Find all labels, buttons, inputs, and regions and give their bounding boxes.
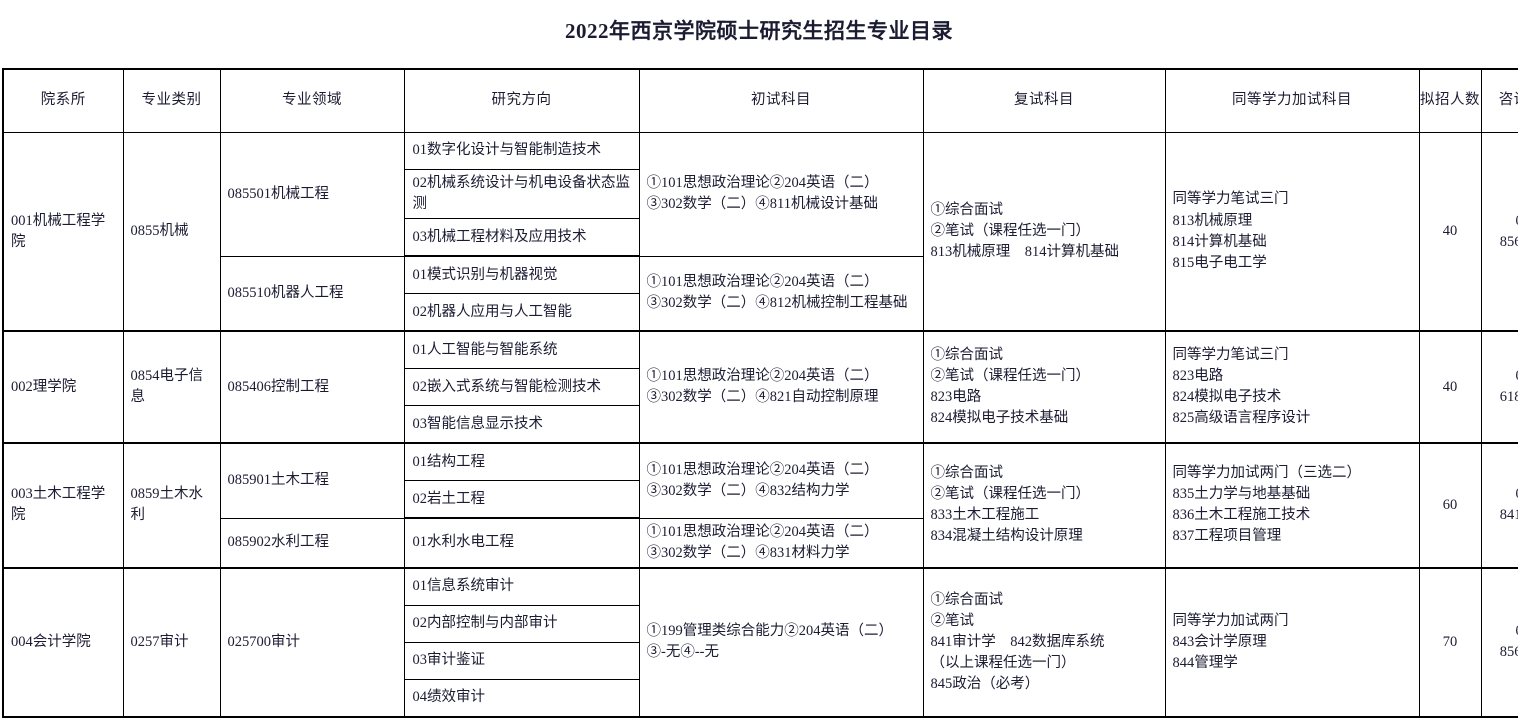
cell-major-category: 0859土木水利 (122, 442, 221, 569)
cell-contact-phone: 029-85628087 (1480, 566, 1518, 718)
column-header-field: 专业领域 (219, 68, 405, 133)
cell-retest-subjects: ①综合面试 ②笔试 841审计学 842数据库系统 （以上课程任选一门） 845… (922, 566, 1166, 718)
cell-research-direction: 02机器人应用与人工智能 (403, 293, 640, 332)
cell-equivalent-extra-subjects: 同等学力笔试三门 823电路 824模拟电子技术 825高级语言程序设计 (1164, 330, 1420, 444)
cell-major-field: 085510机器人工程 (219, 255, 405, 332)
cell-research-direction: 02岩土工程 (403, 480, 640, 520)
table-body: 001机械工程学院 0855机械 085501机械工程 01数字化设计与智能制造技术 ①… (2, 132, 1518, 718)
table-row: 085510机器人工程 01模式识别与机器视觉 ①101思想政治理论②204英语（二… (3, 255, 1518, 332)
cell-initial-exam-subjects: ①101思想政治理论②204英语（二） ③302数学（二）④821自动控制原理 (638, 330, 924, 444)
column-header-quota: 拟招人数 (1418, 68, 1482, 133)
cell-contact-phone: 029-85628021 (1480, 132, 1518, 332)
table-row: 001机械工程学院 0855机械 085501机械工程 01数字化设计与智能制造技术 ①… (2, 132, 1518, 332)
cell-initial-exam-subjects: ①101思想政治理论②204英语（二） ③302数学（二）④812机械控制工程基… (638, 255, 924, 332)
table-header-row: 院系所 专业类别 专业领域 研究方向 初试科目 复试科目 同等学力加试科目 拟招… (2, 68, 1518, 133)
cell-research-direction: 01结构工程 (403, 442, 640, 482)
cell-research-direction: 02机械系统设计与机电设备状态监测 (403, 168, 640, 220)
cell-initial-exam-subjects: ①101思想政治理论②204英语（二） ③302数学（二）④811机械设计基础 (638, 132, 924, 257)
cell-initial-exam-subjects: ①199管理类综合能力②204英语（二） ③-无④--无 (638, 566, 924, 718)
cell-contact-phone: 029-84150768 (1480, 442, 1518, 569)
page-title: 2022年西京学院硕士研究生招生专业目录 (565, 19, 953, 43)
catalog-table-container: 院系所 专业类别 专业领域 研究方向 初试科目 复试科目 同等学力加试科目 拟招… (2, 68, 1518, 718)
cell-research-direction: 01水利水电工程 (403, 517, 640, 569)
column-header-dept: 院系所 (2, 68, 124, 133)
cell-major-category: 0257审计 (122, 566, 221, 718)
cell-research-direction: 02内部控制与内部审计 (403, 604, 640, 643)
cell-major-field: 085901土木工程 (219, 442, 405, 519)
cell-initial-exam-subjects: ①101思想政治理论②204英语（二） ③302数学（二）④831材料力学 (638, 517, 924, 569)
table-row: 02岩土工程 (3, 480, 1518, 520)
column-header-phone: 咨询电话 (1480, 68, 1518, 133)
column-header-exam: 初试科目 (638, 68, 924, 133)
cell-major-category: 0855机械 (122, 132, 221, 332)
cell-contact-phone: 029-61865535 (1480, 330, 1518, 444)
cell-research-direction: 01模式识别与机器视觉 (403, 255, 640, 295)
cell-major-field: 085406控制工程 (219, 330, 405, 444)
column-header-category: 专业类别 (122, 68, 221, 133)
cell-planned-enrollment: 60 (1418, 442, 1482, 569)
cell-initial-exam-subjects: ①101思想政治理论②204英语（二） ③302数学（二）④832结构力学 (638, 442, 924, 519)
cell-major-category: 0854电子信息 (122, 330, 221, 444)
table-row: 003土木工程学院 0859土木水利 085901土木工程 01结构工程 ①101思想政… (2, 442, 1518, 569)
table-row: 03机械工程材料及应用技术 (3, 218, 1518, 258)
cell-equivalent-extra-subjects: 同等学力笔试三门 813机械原理 814计算机基础 815电子电工学 (1164, 132, 1420, 332)
cell-equivalent-extra-subjects: 同等学力加试两门（三选二） 835土力学与地基基础 836土木工程施工技术 83… (1164, 442, 1420, 569)
cell-research-direction: 01数字化设计与智能制造技术 (403, 132, 640, 170)
table-row: 02机械系统设计与机电设备状态监测 (3, 168, 1518, 220)
cell-retest-subjects: ①综合面试 ②笔试（课程任选一门） 833土木工程施工 834混凝土结构设计原理 (922, 442, 1166, 569)
cell-planned-enrollment: 40 (1418, 132, 1482, 332)
table-header: 院系所 专业类别 专业领域 研究方向 初试科目 复试科目 同等学力加试科目 拟招… (2, 68, 1518, 133)
cell-research-direction: 02嵌入式系统与智能检测技术 (403, 368, 640, 407)
cell-research-direction: 03智能信息显示技术 (403, 405, 640, 444)
admissions-catalog-table: 院系所 专业类别 专业领域 研究方向 初试科目 复试科目 同等学力加试科目 拟招… (2, 68, 1518, 718)
cell-retest-subjects: ①综合面试 ②笔试（课程任选一门） 813机械原理 814计算机基础 (922, 132, 1166, 332)
table-row: 002理学院 0854电子信息 085406控制工程 01人工智能与智能系统 ①101思… (2, 330, 1518, 444)
cell-research-direction: 01人工智能与智能系统 (403, 330, 640, 370)
cell-major-field: 085501机械工程 (219, 132, 405, 257)
cell-department: 002理学院 (2, 330, 124, 444)
cell-department: 003土木工程学院 (2, 442, 124, 569)
cell-research-direction: 03机械工程材料及应用技术 (403, 218, 640, 258)
cell-equivalent-extra-subjects: 同等学力加试两门 843会计学原理 844管理学 (1164, 566, 1420, 718)
table-row: 004会计学院 0257审计 025700审计 01信息系统审计 ①199管理类综合能力… (2, 566, 1518, 718)
document-page: 2022年西京学院硕士研究生招生专业目录 院系所 专业类别 专业领域 研究方向 … (2, 19, 1518, 718)
cell-research-direction: 03审计鉴证 (403, 641, 640, 680)
cell-department: 004会计学院 (2, 566, 124, 718)
cell-major-field: 025700审计 (219, 566, 405, 718)
table-row: 085902水利工程 01水利水电工程 ①101思想政治理论②204英语（二） ③3… (3, 517, 1518, 569)
cell-major-field: 085902水利工程 (219, 517, 405, 569)
cell-planned-enrollment: 70 (1418, 566, 1482, 718)
cell-department: 001机械工程学院 (2, 132, 124, 332)
table-row: 02内部控制与内部审计 (3, 604, 1518, 643)
column-header-equivalent: 同等学力加试科目 (1164, 68, 1420, 133)
table-row: 02嵌入式系统与智能检测技术 (3, 368, 1518, 407)
column-header-direction: 研究方向 (403, 68, 640, 133)
table-row: 02机器人应用与人工智能 (3, 293, 1518, 332)
cell-research-direction: 04绩效审计 (403, 678, 640, 718)
cell-research-direction: 01信息系统审计 (403, 566, 640, 606)
column-header-retest: 复试科目 (922, 68, 1166, 133)
cell-planned-enrollment: 40 (1418, 330, 1482, 444)
cell-retest-subjects: ①综合面试 ②笔试（课程任选一门） 823电路 824模拟电子技术基础 (922, 330, 1166, 444)
